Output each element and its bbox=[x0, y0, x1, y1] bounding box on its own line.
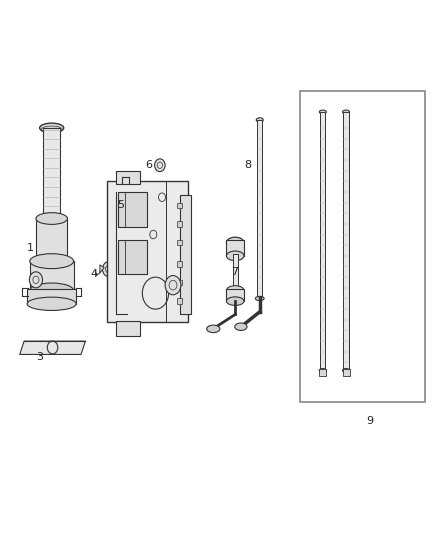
Ellipse shape bbox=[36, 213, 67, 224]
Bar bbox=[343, 369, 350, 376]
Text: 9: 9 bbox=[367, 416, 374, 426]
Ellipse shape bbox=[226, 251, 244, 261]
Text: 1: 1 bbox=[27, 243, 34, 253]
Bar bbox=[43, 128, 60, 221]
Ellipse shape bbox=[319, 110, 326, 114]
Ellipse shape bbox=[343, 369, 350, 372]
Ellipse shape bbox=[235, 323, 247, 330]
Ellipse shape bbox=[30, 283, 74, 298]
Bar bbox=[177, 280, 182, 285]
Bar bbox=[177, 240, 182, 245]
Ellipse shape bbox=[319, 369, 326, 372]
Ellipse shape bbox=[27, 297, 76, 310]
Bar bbox=[320, 112, 325, 370]
Circle shape bbox=[165, 276, 181, 295]
Bar bbox=[36, 219, 67, 264]
Bar bbox=[30, 261, 74, 290]
Bar bbox=[180, 195, 191, 314]
Bar bbox=[226, 289, 244, 301]
Ellipse shape bbox=[255, 296, 264, 301]
Ellipse shape bbox=[36, 258, 67, 270]
Ellipse shape bbox=[226, 297, 244, 305]
Ellipse shape bbox=[207, 325, 220, 333]
Bar bbox=[233, 254, 238, 290]
Bar bbox=[343, 112, 349, 370]
Bar bbox=[177, 221, 182, 227]
Bar bbox=[116, 171, 140, 184]
Circle shape bbox=[102, 262, 115, 277]
Bar bbox=[257, 120, 262, 298]
Text: 5: 5 bbox=[117, 200, 124, 210]
Bar bbox=[107, 181, 188, 322]
Ellipse shape bbox=[256, 118, 263, 122]
Ellipse shape bbox=[226, 237, 244, 248]
Bar bbox=[177, 298, 182, 304]
Text: 3: 3 bbox=[36, 352, 43, 362]
Bar bbox=[226, 240, 244, 256]
Bar bbox=[116, 321, 140, 336]
Text: 4: 4 bbox=[91, 270, 98, 279]
Bar bbox=[118, 192, 147, 227]
Circle shape bbox=[29, 272, 42, 288]
Text: 6: 6 bbox=[145, 160, 152, 170]
Bar bbox=[118, 240, 147, 274]
Ellipse shape bbox=[343, 110, 350, 114]
Circle shape bbox=[155, 159, 165, 172]
Ellipse shape bbox=[30, 254, 74, 269]
Polygon shape bbox=[20, 341, 85, 354]
Bar bbox=[319, 369, 326, 376]
Bar bbox=[27, 289, 76, 304]
Ellipse shape bbox=[39, 216, 64, 226]
Bar bbox=[300, 91, 425, 402]
Ellipse shape bbox=[226, 286, 244, 295]
Bar bbox=[177, 203, 182, 208]
Text: 7: 7 bbox=[231, 267, 238, 277]
Ellipse shape bbox=[39, 123, 64, 133]
Text: 8: 8 bbox=[244, 160, 251, 170]
Bar bbox=[177, 261, 182, 266]
Polygon shape bbox=[100, 265, 104, 273]
